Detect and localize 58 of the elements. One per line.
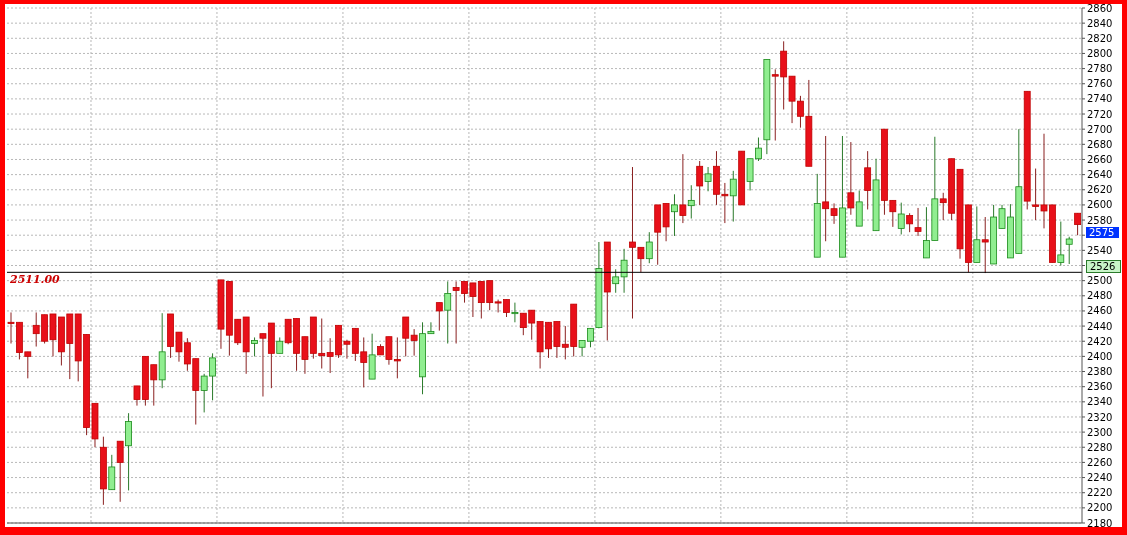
y-tick-label: 2320 [1087, 411, 1113, 423]
y-tick-label: 2720 [1087, 108, 1113, 120]
candlestick [671, 193, 678, 237]
y-tick-label: 2600 [1087, 199, 1113, 211]
y-tick-label: 2660 [1087, 154, 1113, 166]
candlestick [696, 160, 704, 206]
candlestick [906, 212, 914, 233]
candlestick [1057, 221, 1065, 266]
y-tick-label: 2500 [1087, 275, 1113, 287]
y-tick-label: 2680 [1087, 138, 1113, 150]
y-tick-label: 2780 [1087, 63, 1113, 75]
y-tick-label: 2340 [1087, 396, 1113, 408]
y-tick-label: 2240 [1087, 472, 1113, 484]
y-tick-label: 2800 [1087, 47, 1113, 59]
y-tick-label: 2540 [1087, 244, 1113, 256]
candlestick [687, 184, 695, 220]
y-tick-label: 2620 [1087, 184, 1113, 196]
y-tick-label: 2360 [1087, 381, 1113, 393]
text: 2526 [1086, 260, 1121, 273]
candlestick [679, 153, 687, 224]
y-tick-label: 2200 [1087, 502, 1113, 514]
candlestick [729, 170, 737, 223]
candlestick [511, 302, 519, 323]
y-tick-label: 2220 [1087, 487, 1113, 499]
candlestick [914, 207, 922, 237]
y-tick-label: 2740 [1087, 93, 1113, 105]
ref-line-label: 2511.00 [9, 273, 61, 287]
candlestick [897, 202, 905, 235]
y-tick-label: 2860 [1087, 2, 1113, 14]
y-tick-label: 2180 [1087, 517, 1113, 529]
candlestick [864, 150, 872, 210]
text: 2575 [1086, 227, 1119, 238]
y-tick-label: 2380 [1087, 366, 1113, 378]
y-tick-label: 2280 [1087, 441, 1113, 453]
candlestick [973, 205, 981, 263]
candlestick [847, 141, 855, 216]
y-tick-label: 2580 [1087, 214, 1113, 226]
y-tick-label: 2420 [1087, 335, 1113, 347]
y-tick-label: 2400 [1087, 350, 1113, 362]
y-tick-label: 2700 [1087, 123, 1113, 135]
candlestick [444, 280, 452, 345]
y-tick-label: 2640 [1087, 169, 1113, 181]
y-tick-label: 2260 [1087, 456, 1113, 468]
candlestick [981, 216, 989, 274]
y-tick-label: 2820 [1087, 32, 1113, 44]
candlestick [251, 336, 258, 357]
candlestick [704, 166, 712, 192]
y-tick-label: 2440 [1087, 320, 1113, 332]
candlestick [108, 454, 116, 491]
y-tick-label: 2460 [1087, 305, 1113, 317]
y-tick-label: 2760 [1087, 78, 1113, 90]
y-tick-label: 2300 [1087, 426, 1113, 438]
y-tick-label: 2840 [1087, 17, 1113, 29]
y-tick-label: 2480 [1087, 290, 1113, 302]
candlestick [645, 231, 653, 264]
candlestick [116, 440, 124, 503]
candlestick [1065, 236, 1073, 265]
candlestick [435, 302, 443, 332]
